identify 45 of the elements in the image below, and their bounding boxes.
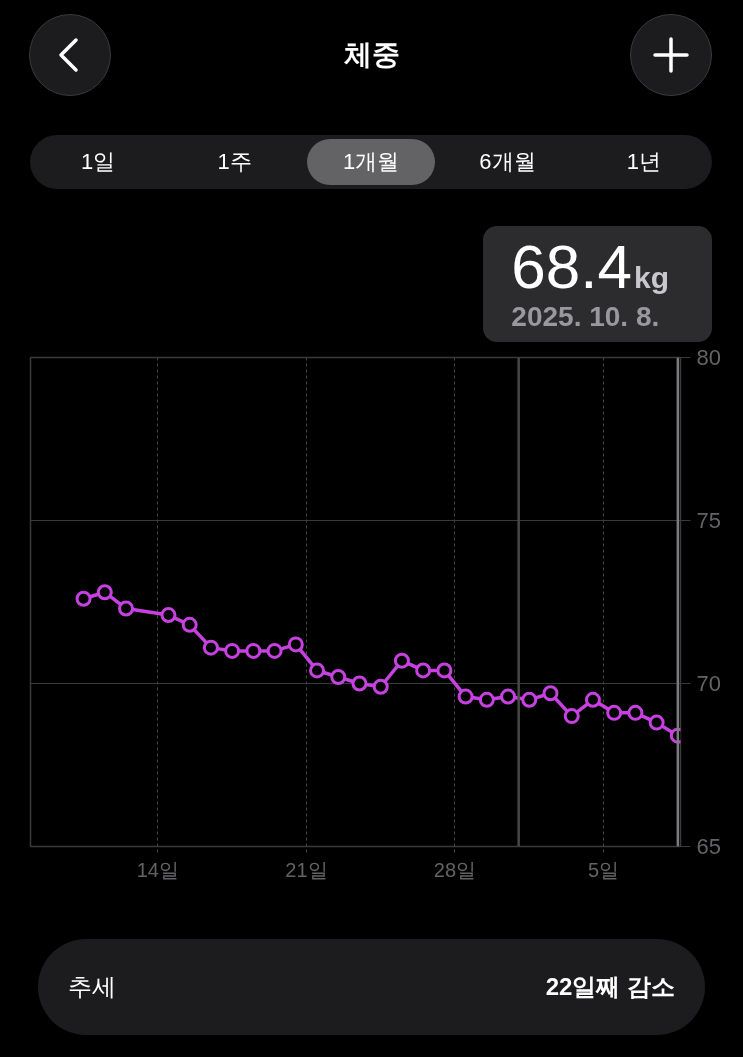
text: 68.4kg [511, 232, 670, 301]
text: 1개월 [342, 149, 400, 175]
chart-title: 체중 [343, 38, 400, 72]
x-tick-label: 14일 [136, 858, 179, 881]
text: 22일째 감소 [545, 973, 675, 1001]
y-tick-label: 70 [696, 671, 721, 696]
point [606, 704, 623, 721]
y-tick-label: 80 [696, 345, 721, 370]
point [96, 584, 113, 601]
point [309, 662, 326, 679]
text: 2025. 10. 8. [511, 300, 660, 334]
point [457, 688, 474, 705]
y-tick-label: 75 [696, 508, 721, 533]
point [436, 662, 453, 679]
point [563, 708, 580, 725]
point [224, 642, 241, 659]
point [372, 678, 389, 695]
point [584, 691, 601, 708]
x-tick-label: 21일 [285, 858, 328, 881]
point [542, 685, 559, 702]
text: 1일 [81, 149, 116, 175]
x-tick-label: 5일 [588, 858, 620, 881]
point [245, 642, 262, 659]
point [75, 590, 92, 607]
text: 6개월 [479, 149, 536, 175]
text: 추세 [68, 973, 116, 1001]
text: 1년 [626, 149, 661, 175]
x-tick-label: 28일 [433, 858, 477, 881]
point [415, 662, 432, 679]
point [118, 600, 135, 617]
point [648, 714, 665, 731]
point [160, 607, 177, 624]
point [478, 691, 495, 708]
point [266, 642, 283, 659]
point [202, 639, 219, 656]
point [393, 652, 410, 669]
point [287, 636, 304, 653]
point [500, 688, 517, 705]
point [351, 675, 368, 692]
point [627, 704, 644, 721]
point [330, 668, 347, 685]
y-tick-label: 65 [696, 834, 721, 859]
point [521, 691, 538, 708]
text: 1주 [217, 149, 252, 175]
point [181, 616, 198, 633]
